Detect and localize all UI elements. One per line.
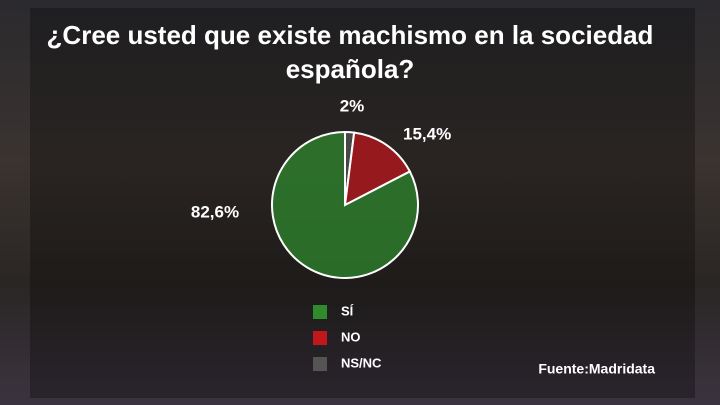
data-label: 82,6% <box>191 202 239 221</box>
legend-label: NS/NC <box>341 355 382 370</box>
legend-label: SÍ <box>341 303 354 318</box>
legend-swatch <box>313 331 327 345</box>
data-label: 2% <box>340 96 365 115</box>
pie-slice <box>271 130 419 279</box>
chart-title: ¿Cree usted que existe machismo en la so… <box>46 20 654 84</box>
pie-slice <box>343 131 412 207</box>
source: Fuente:Madridata <box>538 361 655 377</box>
data-label: 15,4% <box>403 124 451 143</box>
legend-label: NO <box>341 329 361 344</box>
legend-swatch <box>313 357 327 371</box>
legend-swatch <box>313 305 327 319</box>
